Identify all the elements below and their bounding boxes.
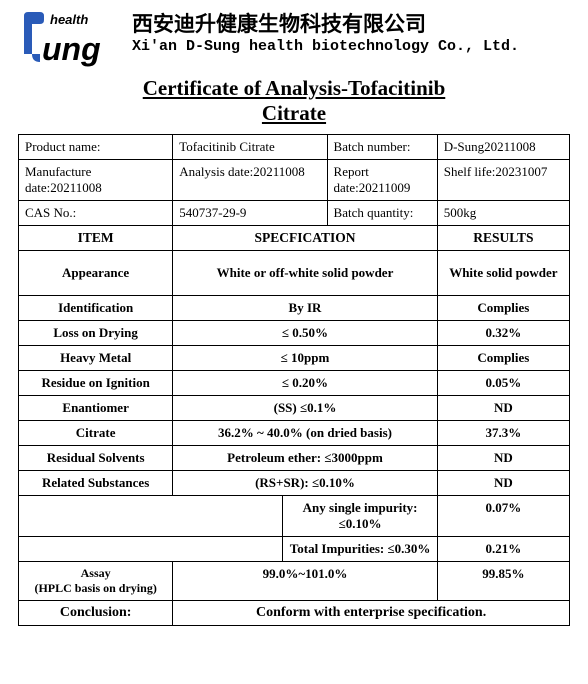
row-any-single-impurity: Any single impurity: ≤0.10% 0.07% bbox=[19, 496, 570, 537]
spec-enantiomer: (SS) ≤0.1% bbox=[173, 396, 437, 421]
row-citrate: Citrate 36.2% ~ 40.0% (on dried basis) 3… bbox=[19, 421, 570, 446]
document-title: Certificate of Analysis-TofacitinibCitra… bbox=[18, 76, 570, 126]
item-residue: Residue on Ignition bbox=[19, 371, 173, 396]
spec-assay: 99.0%~101.0% bbox=[173, 562, 437, 601]
batch-qty-label: Batch quantity: bbox=[327, 201, 437, 226]
row-residual-solvents: Residual Solvents Petroleum ether: ≤3000… bbox=[19, 446, 570, 471]
spec-citrate: 36.2% ~ 40.0% (on dried basis) bbox=[173, 421, 437, 446]
row-heavy-metal: Heavy Metal ≤ 10ppm Complies bbox=[19, 346, 570, 371]
item-heavy-metal: Heavy Metal bbox=[19, 346, 173, 371]
sung-logo-icon: health ung bbox=[18, 10, 126, 72]
item-appearance: Appearance bbox=[19, 251, 173, 296]
res-residue: 0.05% bbox=[437, 371, 569, 396]
item-related: Related Substances bbox=[19, 471, 173, 496]
row-total-impurities: Total Impurities: ≤0.30% 0.21% bbox=[19, 537, 570, 562]
row-assay: Assay (HPLC basis on drying) 99.0%~101.0… bbox=[19, 562, 570, 601]
analysis-date: Analysis date:20211008 bbox=[173, 160, 327, 201]
company-name-block: 西安迪升健康生物科技有限公司 Xi'an D-Sung health biote… bbox=[132, 10, 570, 57]
item-identification: Identification bbox=[19, 296, 173, 321]
row-loss-on-drying: Loss on Drying ≤ 0.50% 0.32% bbox=[19, 321, 570, 346]
conclusion-label: Conclusion: bbox=[19, 601, 173, 626]
item-solvents: Residual Solvents bbox=[19, 446, 173, 471]
spec-related: (RS+SR): ≤0.10% bbox=[173, 471, 437, 496]
spec-any-impurity: Any single impurity: ≤0.10% bbox=[283, 496, 437, 537]
header-item: ITEM bbox=[19, 226, 173, 251]
item-blank-2 bbox=[19, 537, 283, 562]
header-results: RESULTS bbox=[437, 226, 569, 251]
info-row-2: Manufacture date:20211008 Analysis date:… bbox=[19, 160, 570, 201]
batch-number-label: Batch number: bbox=[327, 135, 437, 160]
company-name-cn: 西安迪升健康生物科技有限公司 bbox=[132, 12, 570, 36]
res-related: ND bbox=[437, 471, 569, 496]
company-header: health ung 西安迪升健康生物科技有限公司 Xi'an D-Sung h… bbox=[18, 10, 570, 72]
row-identification: Identification By IR Complies bbox=[19, 296, 570, 321]
item-assay: Assay (HPLC basis on drying) bbox=[19, 562, 173, 601]
row-residue-ignition: Residue on Ignition ≤ 0.20% 0.05% bbox=[19, 371, 570, 396]
company-logo: health ung bbox=[18, 10, 126, 72]
res-solvents: ND bbox=[437, 446, 569, 471]
res-total-impurities: 0.21% bbox=[437, 537, 569, 562]
report-date: Report date:20211009 bbox=[327, 160, 437, 201]
row-related-substances: Related Substances (RS+SR): ≤0.10% ND bbox=[19, 471, 570, 496]
res-heavy-metal: Complies bbox=[437, 346, 569, 371]
item-citrate: Citrate bbox=[19, 421, 173, 446]
header-spec: SPECFICATION bbox=[173, 226, 437, 251]
item-lod: Loss on Drying bbox=[19, 321, 173, 346]
res-enantiomer: ND bbox=[437, 396, 569, 421]
manufacture-date: Manufacture date:20211008 bbox=[19, 160, 173, 201]
row-enantiomer: Enantiomer (SS) ≤0.1% ND bbox=[19, 396, 570, 421]
item-enantiomer: Enantiomer bbox=[19, 396, 173, 421]
batch-number-value: D-Sung20211008 bbox=[437, 135, 569, 160]
conclusion-value: Conform with enterprise specification. bbox=[173, 601, 570, 626]
product-name-label: Product name: bbox=[19, 135, 173, 160]
spec-heavy-metal: ≤ 10ppm bbox=[173, 346, 437, 371]
spec-lod: ≤ 0.50% bbox=[173, 321, 437, 346]
row-conclusion: Conclusion: Conform with enterprise spec… bbox=[19, 601, 570, 626]
company-name-en: Xi'an D-Sung health biotechnology Co., L… bbox=[132, 38, 570, 57]
row-appearance: Appearance White or off-white solid powd… bbox=[19, 251, 570, 296]
res-any-impurity: 0.07% bbox=[437, 496, 569, 537]
res-appearance: White solid powder bbox=[437, 251, 569, 296]
document-title-text: Certificate of Analysis-TofacitinibCitra… bbox=[143, 76, 446, 125]
product-name-value: Tofacitinib Citrate bbox=[173, 135, 327, 160]
svg-text:ung: ung bbox=[42, 31, 101, 67]
header-row: ITEM SPECFICATION RESULTS bbox=[19, 226, 570, 251]
coa-table: Product name: Tofacitinib Citrate Batch … bbox=[18, 134, 570, 626]
cas-value: 540737-29-9 bbox=[173, 201, 327, 226]
spec-residue: ≤ 0.20% bbox=[173, 371, 437, 396]
res-assay: 99.85% bbox=[437, 562, 569, 601]
res-identification: Complies bbox=[437, 296, 569, 321]
info-row-3: CAS No.: 540737-29-9 Batch quantity: 500… bbox=[19, 201, 570, 226]
spec-solvents: Petroleum ether: ≤3000ppm bbox=[173, 446, 437, 471]
res-citrate: 37.3% bbox=[437, 421, 569, 446]
shelf-life: Shelf life:20231007 bbox=[437, 160, 569, 201]
svg-text:health: health bbox=[50, 12, 88, 27]
res-lod: 0.32% bbox=[437, 321, 569, 346]
spec-total-impurities: Total Impurities: ≤0.30% bbox=[283, 537, 437, 562]
spec-identification: By IR bbox=[173, 296, 437, 321]
info-row-1: Product name: Tofacitinib Citrate Batch … bbox=[19, 135, 570, 160]
spec-appearance: White or off-white solid powder bbox=[173, 251, 437, 296]
batch-qty-value: 500kg bbox=[437, 201, 569, 226]
item-blank-1 bbox=[19, 496, 283, 537]
cas-label: CAS No.: bbox=[19, 201, 173, 226]
